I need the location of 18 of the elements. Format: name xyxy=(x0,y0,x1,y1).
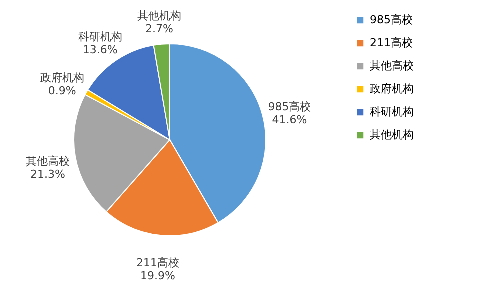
data-label: 0.9% xyxy=(48,84,76,98)
slice-label: 211高校 xyxy=(136,256,180,270)
data-label: 21.3% xyxy=(30,168,66,182)
legend-label: 政府机构 xyxy=(370,82,414,96)
slice-label: 其他高校 xyxy=(26,155,70,168)
legend-label: 其他高校 xyxy=(370,60,414,72)
legend-label: 211高校 xyxy=(370,36,413,50)
data-label: 41.6% xyxy=(272,114,308,127)
slice-label: 其他机构 xyxy=(137,9,182,22)
legend-label: 其他机构 xyxy=(370,128,414,142)
legend-label: 科研机构 xyxy=(370,106,414,118)
slice-label: 科研机构 xyxy=(78,30,122,44)
data-label: 2.7% xyxy=(146,22,174,36)
slice-label: 政府机构 xyxy=(40,72,84,85)
data-label: 19.9% xyxy=(140,269,176,282)
data-label: 13.6% xyxy=(82,43,118,56)
legend-label: 985高校 xyxy=(370,14,413,26)
slice-label: 985高校 xyxy=(268,100,312,114)
